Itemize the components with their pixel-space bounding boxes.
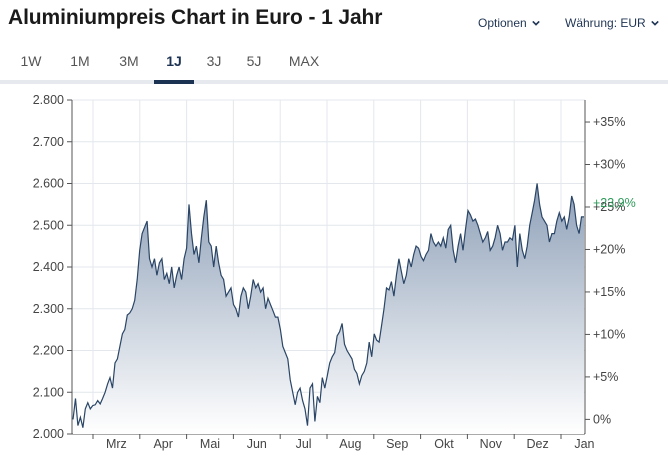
options-label: Optionen [478,16,527,30]
tab-max[interactable]: MAX [288,53,320,69]
y-tick-label: 2.500 [33,218,64,232]
y2-tick-label: +5% [593,370,618,384]
options-dropdown[interactable]: Optionen [478,16,540,30]
y2-tick-label: +20% [593,242,625,256]
x-tick-label: Aug [339,437,361,451]
tab-1j[interactable]: 1J [154,52,194,84]
chevron-down-icon [650,20,659,26]
y2-tick-label: +15% [593,285,625,299]
y2-tick-label: +25% [593,200,625,214]
current-change-label: +23,9% [593,196,636,210]
chart-header: Aluminiumpreis Chart in Euro - 1 Jahr Op… [0,0,668,44]
y2-tick-label: +30% [593,158,625,172]
y-axis-right: +35% +30% +25% +20% +15% +10% +5% 0% [584,100,625,434]
y-tick-label: 2.200 [33,344,64,358]
y-tick-label: 2.000 [33,427,64,441]
y2-tick-label: +35% [593,115,625,129]
price-line [72,183,584,428]
x-tick-label: Jun [247,437,267,451]
x-tick-label: Apr [153,437,172,451]
y2-tick-label: +10% [593,327,625,341]
chevron-down-icon [531,20,540,26]
tab-5j[interactable]: 5J [246,53,262,69]
currency-dropdown[interactable]: Währung: EUR [565,16,659,30]
x-tick-label: Nov [480,437,503,451]
tab-1m[interactable]: 1M [70,53,90,69]
timerange-tabs: 1W 1M 3M 1J 3J 5J MAX [0,44,668,84]
tab-3j[interactable]: 3J [206,53,222,69]
x-tick-label: Jul [296,437,312,451]
y-tick-label: 2.400 [33,260,64,274]
x-tick-label: Jan [574,437,594,451]
x-tick-label: Sep [386,437,408,451]
y-tick-label: 2.300 [33,302,64,316]
y-tick-label: 2.600 [33,177,64,191]
y-tick-label: 2.800 [33,93,64,107]
x-tick-label: Okt [434,437,454,451]
currency-label: Währung: EUR [565,16,646,30]
y-axis-left: 2.800 2.700 2.600 2.500 2.400 2.300 2.200 2.100… [33,93,73,441]
x-axis: Mrz Apr Mai Jun Jul Aug Sep Okt Nov Dez Jan [72,433,595,451]
y-tick-label: 2.100 [33,385,64,399]
y2-tick-label: 0% [593,412,611,426]
y-tick-label: 2.700 [33,135,64,149]
x-tick-label: Dez [526,437,548,451]
tab-3m[interactable]: 3M [119,53,139,69]
page-title: Aluminiumpreis Chart in Euro - 1 Jahr [8,6,383,29]
price-chart: 2.800 2.700 2.600 2.500 2.400 2.300 2.200 2.100… [33,93,636,451]
x-tick-label: Mrz [106,437,127,451]
x-tick-label: Mai [200,437,220,451]
tab-1w[interactable]: 1W [20,53,42,69]
